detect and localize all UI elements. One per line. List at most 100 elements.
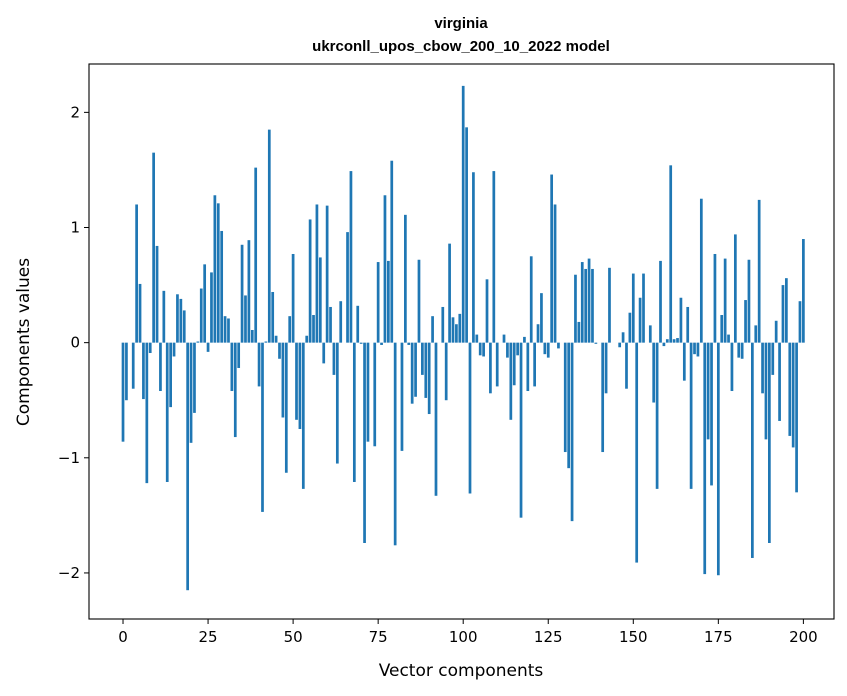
bar	[152, 152, 155, 343]
bar	[465, 127, 468, 343]
y-axis-label: Components values	[14, 258, 34, 426]
bar	[332, 342, 336, 375]
bars-group	[121, 85, 805, 591]
bar	[682, 342, 686, 381]
bar	[295, 342, 298, 420]
bar	[608, 267, 611, 343]
bar	[284, 342, 288, 473]
bar	[652, 342, 656, 403]
bar	[781, 285, 785, 343]
bar	[601, 342, 605, 453]
bar	[366, 342, 370, 442]
bar	[764, 342, 768, 440]
x-tick-label: 175	[704, 628, 733, 646]
bar	[536, 324, 540, 343]
bar	[693, 342, 696, 355]
bar	[802, 239, 805, 343]
bar	[506, 342, 509, 358]
bar	[577, 321, 581, 343]
bar	[203, 264, 207, 343]
y-tick-label: −2	[58, 564, 80, 582]
bar	[186, 342, 190, 591]
bar	[359, 342, 363, 344]
bar	[308, 219, 312, 343]
bar	[475, 334, 479, 343]
bar	[257, 342, 261, 387]
bar	[580, 262, 584, 343]
bar	[730, 342, 734, 392]
bar	[165, 342, 169, 482]
bar	[727, 334, 730, 343]
x-axis-ticks: 0 25 50 75 100 125 150 175 200	[118, 619, 818, 646]
bar	[393, 342, 397, 546]
bar	[625, 342, 628, 389]
bar	[768, 342, 771, 543]
bar	[485, 279, 489, 343]
bar	[237, 342, 241, 368]
bar	[676, 338, 679, 343]
bar	[523, 336, 526, 343]
bar	[774, 320, 778, 343]
plot-frame	[88, 63, 835, 620]
bar	[689, 342, 693, 489]
bar	[638, 297, 642, 343]
bar	[733, 234, 737, 343]
bar	[148, 342, 152, 354]
bar	[216, 203, 220, 343]
bar	[298, 342, 302, 430]
bar	[271, 291, 275, 343]
bar	[305, 335, 309, 343]
bar	[267, 129, 271, 343]
bar	[618, 342, 622, 348]
bar	[648, 325, 652, 343]
bar	[199, 288, 203, 343]
bar	[516, 342, 519, 356]
bar	[182, 310, 186, 343]
bar	[655, 342, 659, 489]
bar	[410, 342, 414, 404]
bar	[172, 342, 176, 357]
bar	[240, 244, 244, 343]
bar	[557, 342, 560, 349]
bar	[533, 342, 536, 387]
bar	[138, 283, 142, 343]
bar	[737, 342, 741, 358]
bar	[696, 342, 700, 357]
bar	[431, 316, 434, 343]
bar	[553, 204, 557, 343]
bar	[591, 268, 594, 343]
bar	[179, 298, 183, 343]
bar	[315, 204, 319, 343]
bar	[131, 342, 135, 389]
bar	[495, 342, 499, 387]
bar	[135, 204, 138, 343]
bar	[744, 300, 747, 343]
bar	[339, 301, 343, 343]
bar	[301, 342, 305, 489]
bar	[509, 342, 513, 420]
bar	[281, 342, 285, 418]
x-axis-label: Vector components	[379, 661, 544, 681]
bar	[662, 342, 666, 347]
x-tick-label: 50	[284, 628, 303, 646]
bar	[274, 335, 278, 343]
bar	[550, 174, 554, 343]
bar	[278, 342, 281, 359]
bar	[472, 172, 475, 343]
bar	[659, 260, 662, 343]
bar	[455, 324, 458, 343]
bar	[349, 171, 353, 343]
x-tick-label: 150	[619, 628, 648, 646]
bar	[448, 243, 451, 343]
bar	[563, 342, 567, 453]
bar	[155, 245, 159, 343]
x-tick-label: 125	[534, 628, 563, 646]
bar	[376, 262, 380, 343]
bar	[604, 342, 608, 394]
bar	[703, 342, 707, 575]
bar	[679, 297, 683, 343]
x-tick-label: 200	[789, 628, 818, 646]
bar	[540, 293, 543, 343]
bar	[594, 342, 598, 344]
